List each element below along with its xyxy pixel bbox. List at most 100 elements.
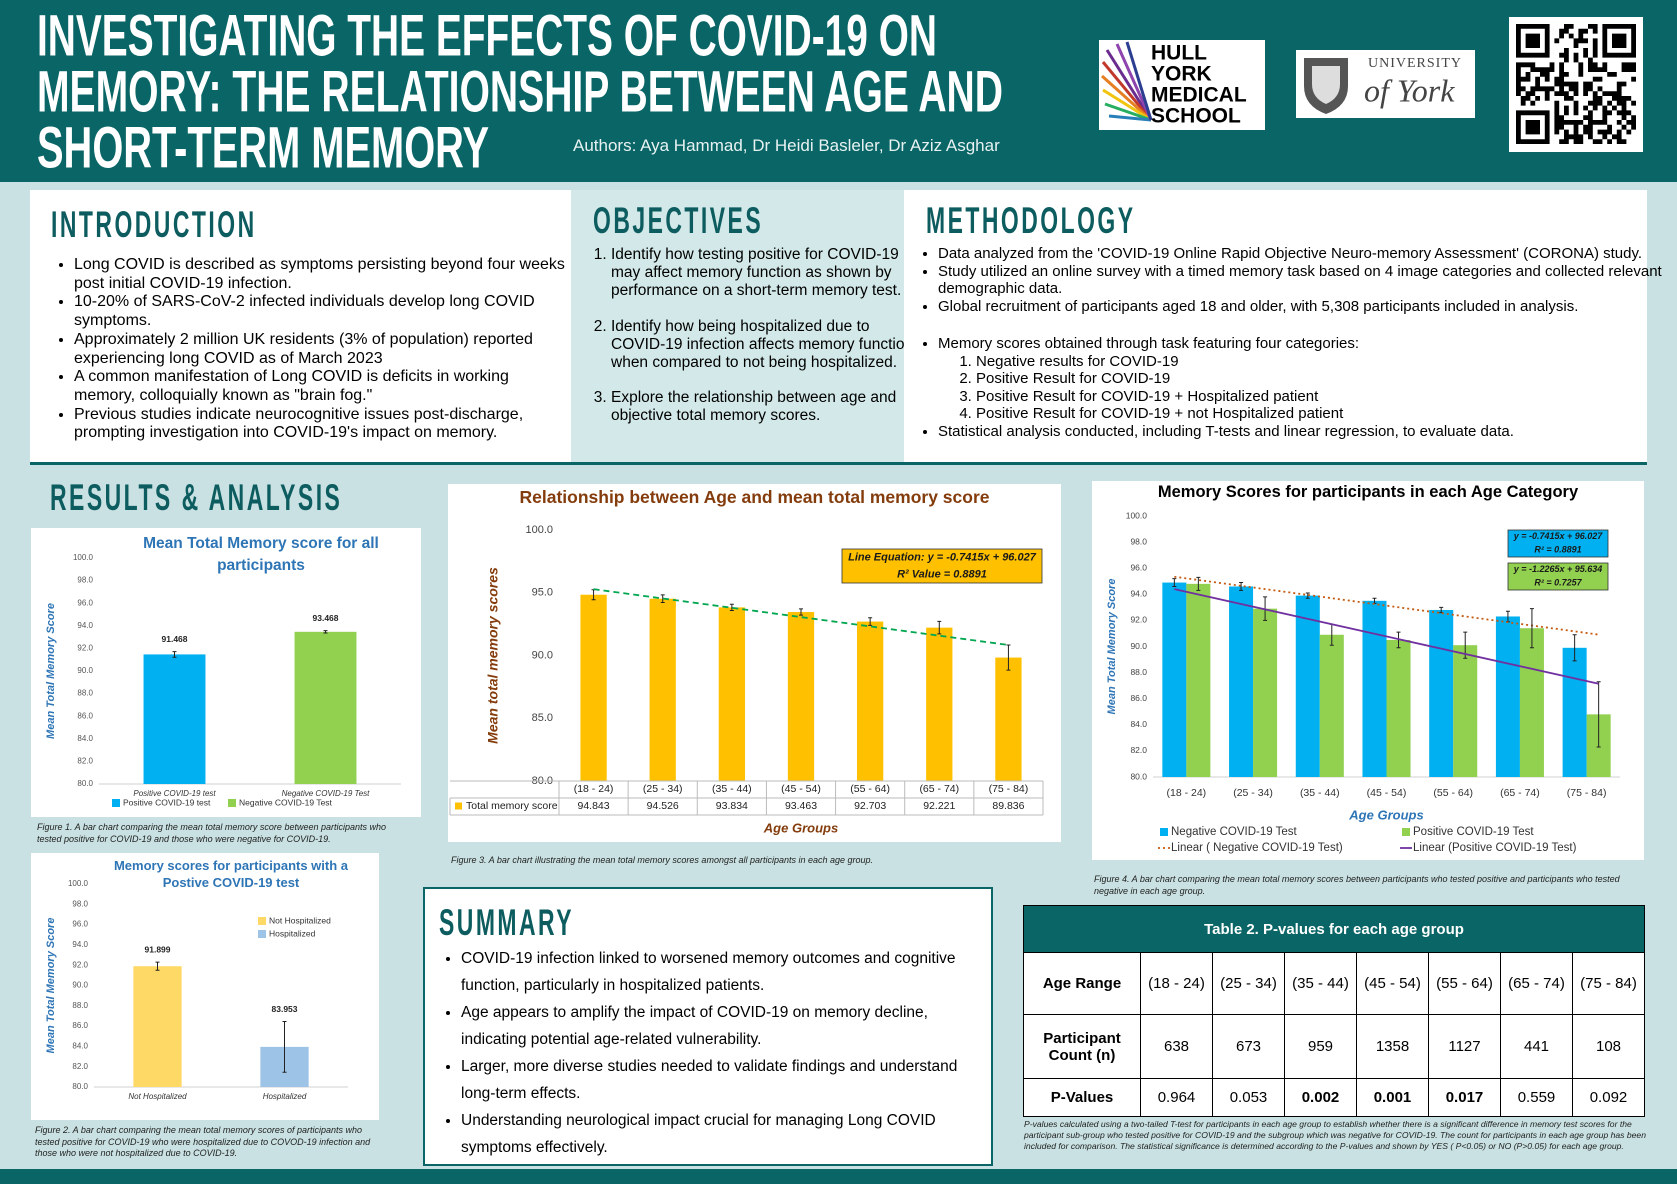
- y-tick-label: 90.0: [532, 649, 553, 661]
- x-tick-label: Positive COVID-19 test: [133, 789, 216, 798]
- y-tick-label: 84.0: [1130, 719, 1147, 729]
- bar: [1429, 609, 1454, 777]
- bullet: Statistical analysis conducted, includin…: [938, 423, 1673, 441]
- annotation: Line Equation: y = -0.7415x + 96.027: [848, 551, 1037, 563]
- bar: [133, 966, 182, 1087]
- data-table-value: 94.526: [647, 800, 679, 812]
- bar: [1495, 616, 1520, 777]
- logo-text: YORK: [1151, 63, 1212, 86]
- y-tick-label: 100.0: [1126, 510, 1148, 520]
- error-bar: [1172, 578, 1177, 587]
- error-bar: [729, 603, 734, 612]
- bar: [1229, 586, 1254, 777]
- x-tick-label: (35 - 44): [712, 783, 752, 795]
- error-bar: [1596, 681, 1601, 748]
- bullet-list: Data analyzed from the 'COVID-19 Online …: [904, 245, 1673, 315]
- y-tick-label: 84.0: [77, 734, 93, 743]
- annotation: R² Value = 0.8891: [897, 568, 987, 580]
- x-tick-label: (55 - 64): [1433, 787, 1473, 799]
- y-tick-label: 92.0: [72, 960, 88, 969]
- bar: [1253, 608, 1278, 777]
- table-header: (25 - 34): [1212, 952, 1285, 1015]
- title-line: SHORT-TERM MEMORY: [37, 115, 489, 180]
- y-axis-title: Mean Total Memory Score: [1106, 579, 1118, 715]
- y-tick-label: 95.0: [532, 587, 553, 599]
- logo-text: UNIVERSITY: [1368, 56, 1462, 71]
- chart-title: Memory scores for participants with a Po…: [113, 858, 349, 890]
- heading: RESULTS & ANALYSIS: [50, 477, 343, 518]
- table-cell: 0.559: [1500, 1078, 1573, 1117]
- y-tick-label: 80.0: [77, 779, 93, 788]
- y-tick-label: 98.0: [1130, 536, 1147, 546]
- logo-fan: [1100, 41, 1153, 122]
- bar: [995, 657, 1022, 781]
- figure-panel: 80.0 82.0 84.0 86.0 88.0 90.0 92.0 94.0 96.0 98.0…: [31, 528, 421, 817]
- table-header: (75 - 84): [1572, 952, 1645, 1015]
- y-tick-label: 85.0: [532, 712, 553, 724]
- trendline: [1174, 575, 1599, 636]
- y-tick-label: 94.0: [1130, 589, 1147, 599]
- y-tick-label: 94.0: [77, 621, 93, 630]
- x-tick-label: (18 - 24): [574, 783, 614, 795]
- objective: Explore the relationship between age and…: [611, 389, 926, 425]
- legend-swatch: [228, 799, 236, 807]
- y-tick-label: 100.0: [73, 553, 94, 562]
- bar: [1319, 634, 1344, 777]
- y-tick-label: 86.0: [77, 711, 93, 720]
- error-bar: [323, 630, 328, 634]
- bullet: Data analyzed from the 'COVID-19 Online …: [938, 245, 1673, 263]
- bar: [1162, 582, 1187, 777]
- numbered-list: Identify how testing positive for COVID-…: [571, 246, 926, 443]
- heading: OBJECTIVES: [593, 200, 764, 241]
- bullet: Global recruitment of participants aged …: [938, 298, 1673, 316]
- caption: Figure 3. A bar chart illustrating the m…: [451, 855, 874, 865]
- bullet: 10-20% of SARS-CoV-2 infected individual…: [74, 293, 574, 330]
- table-title: Table 2. P-values for each age group: [1023, 905, 1645, 953]
- x-tick-label: (35 - 44): [1300, 787, 1340, 799]
- x-tick-label: (65 - 74): [919, 783, 959, 795]
- chart-title: Memory Scores for participants in each A…: [1157, 483, 1579, 501]
- error-bar: [172, 651, 177, 658]
- y-tick-label: 98.0: [72, 899, 88, 908]
- y-tick-label: 80.0: [1130, 771, 1147, 781]
- data-table-value: 92.221: [923, 800, 955, 812]
- data-table-value: 93.834: [716, 800, 748, 812]
- bullet-list: COVID-19 infection linked to worsened me…: [425, 945, 991, 1161]
- p-value-table: Table 2. P-values for each age group Age …: [1023, 905, 1645, 1117]
- value-label: 91.899: [145, 944, 171, 954]
- figure-panel: 80.0 82.0 84.0 86.0 88.0 90.0 92.0 94.0 96.0 98.0…: [1092, 481, 1644, 860]
- figure-panel: 80.0 82.0 84.0 86.0 88.0 90.0 92.0 94.0 96.0 98.0…: [31, 853, 379, 1120]
- legend-swatch: [258, 917, 266, 925]
- data-table-value: 93.463: [785, 800, 817, 812]
- legend-swatch: [258, 930, 266, 938]
- y-tick-label: 96.0: [77, 598, 93, 607]
- shield-inner: [1312, 66, 1340, 104]
- table-header: (18 - 24): [1140, 952, 1213, 1015]
- bar: [649, 598, 676, 781]
- y-tick-label: 90.0: [1130, 641, 1147, 651]
- y-tick-label: 82.0: [72, 1062, 88, 1071]
- x-tick-label: (75 - 84): [1567, 787, 1607, 799]
- logo-bg: [1099, 40, 1265, 130]
- bar: [1295, 595, 1320, 777]
- caption: Figure 2. A bar chart comparing the mean…: [35, 1125, 371, 1158]
- bar: [1386, 639, 1411, 777]
- table-cell: 1127: [1428, 1014, 1501, 1079]
- title-line: INVESTIGATING THE EFFECTS OF COVID-19 ON: [37, 3, 937, 68]
- error-bar: [937, 620, 942, 635]
- bar: [580, 594, 607, 781]
- table-header: Age Range: [1023, 952, 1141, 1015]
- y-tick-label: 92.0: [1130, 615, 1147, 625]
- table-cell: 108: [1572, 1014, 1645, 1079]
- bullet: Memory scores obtained through task feat…: [938, 335, 1673, 423]
- x-tick-label: Not Hospitalized: [128, 1092, 187, 1101]
- table-cell: 0.092: [1572, 1078, 1645, 1117]
- divider: [30, 462, 1647, 465]
- legend-swatch: [112, 799, 120, 807]
- x-tick-label: (25 - 34): [1233, 787, 1273, 799]
- bar: [294, 631, 357, 784]
- table-cell: 959: [1284, 1014, 1357, 1079]
- category: Negative results for COVID-19: [976, 353, 1673, 371]
- y-tick-label: 90.0: [77, 666, 93, 675]
